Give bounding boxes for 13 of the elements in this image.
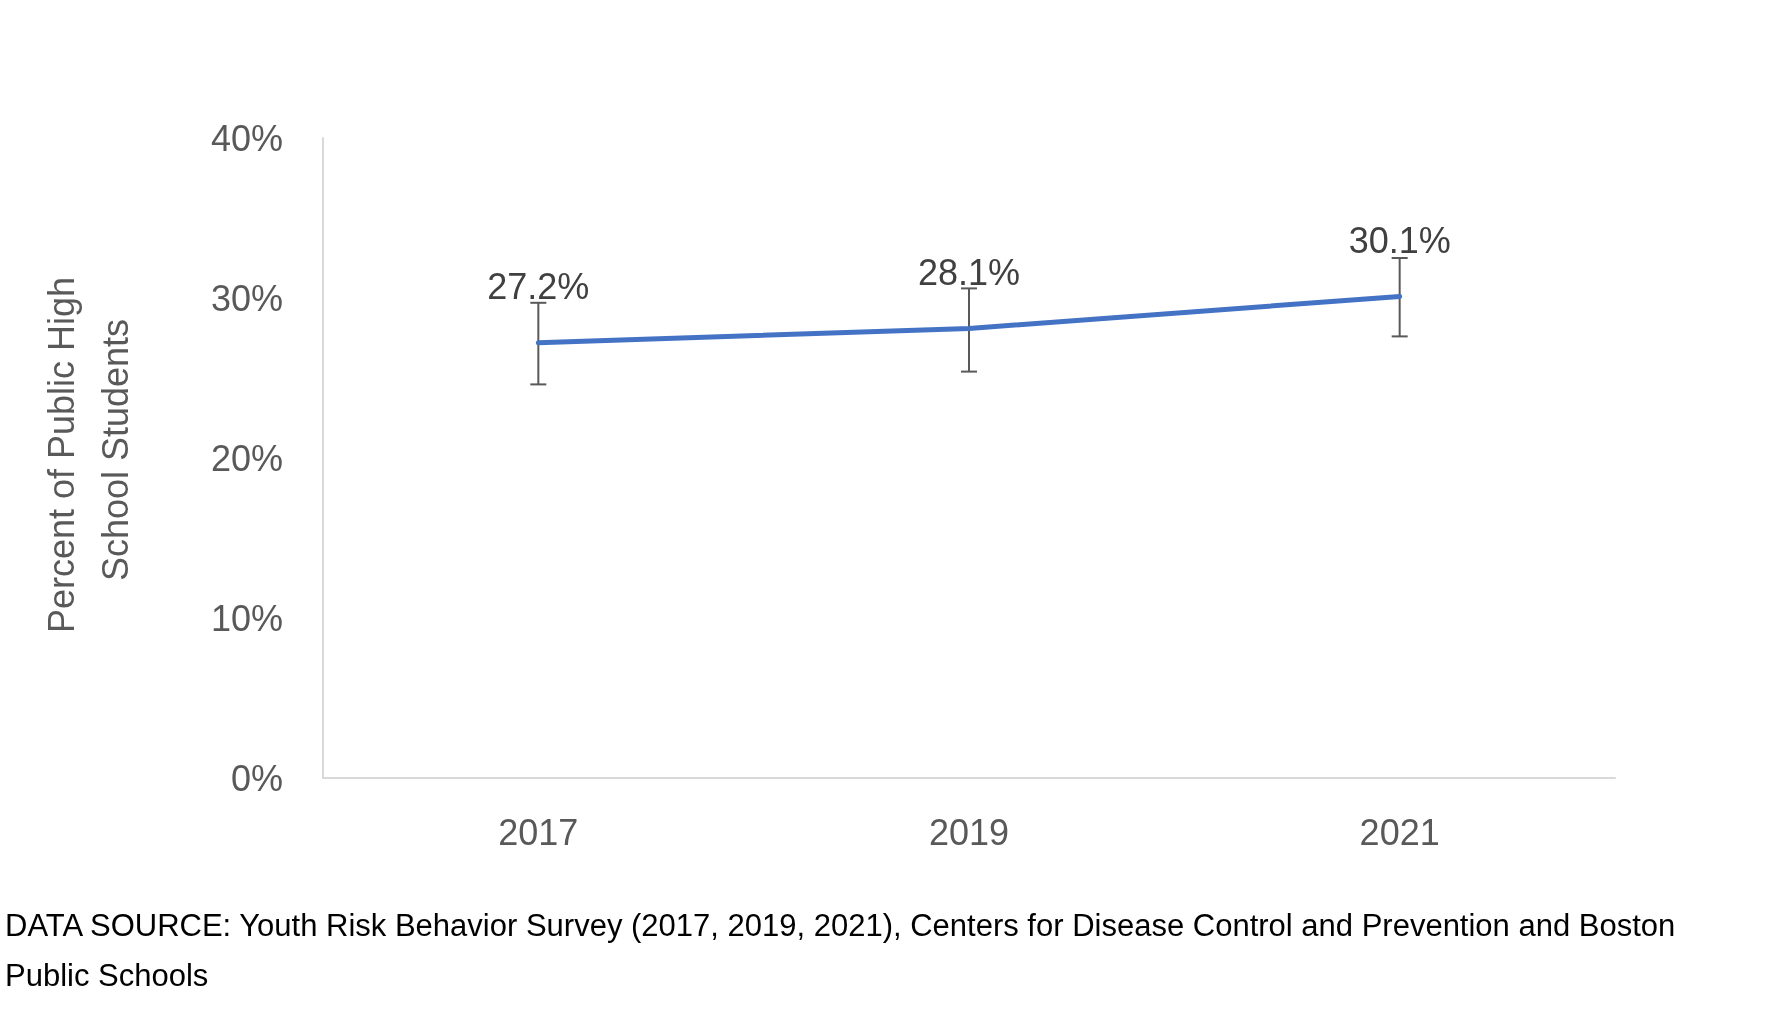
x-tick-label: 2019 [928,811,1010,853]
y-tick-label: 40% [210,117,283,159]
y-tick-label: 0% [230,757,283,799]
y-axis-title: Percent of Public High School Students [40,266,136,634]
y-tick-label: 20% [210,437,283,479]
y-tick-label: 10% [210,597,283,639]
source-note: DATA SOURCE: Youth Risk Behavior Survey (2017, 2019, 2021), Centers for Disease Control and Prevention and Boston Public Schools [5,907,1684,993]
x-tick-label: 2017 [498,811,579,853]
x-tick-label: 2021 [1359,811,1440,853]
data-label: 28.1% [917,251,1021,293]
data-label: 27.2% [487,266,590,308]
y-tick-label: 30% [210,277,283,319]
data-label: 30.1% [1348,219,1451,261]
